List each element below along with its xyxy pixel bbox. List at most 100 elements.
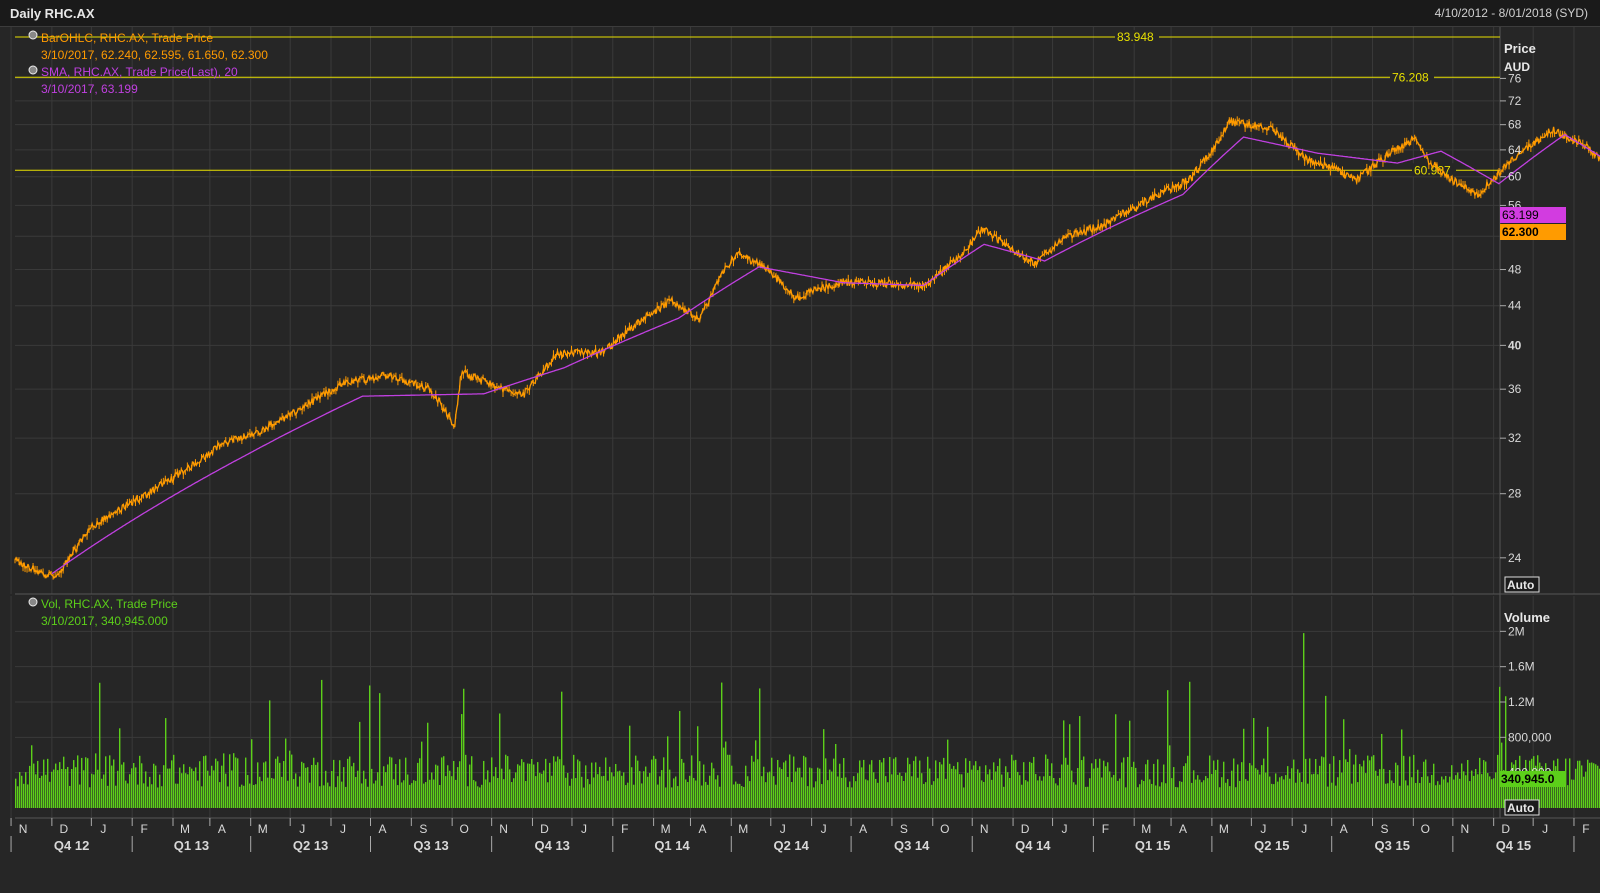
volume-bar (1177, 787, 1179, 808)
volume-bar (1053, 777, 1055, 808)
volume-auto-button[interactable]: Auto (1504, 799, 1540, 816)
volume-bar (1373, 755, 1375, 808)
volume-bar (1215, 769, 1217, 808)
volume-bar (339, 760, 341, 808)
volume-bar (1115, 714, 1117, 808)
volume-bar (1465, 775, 1467, 808)
volume-bar (1573, 779, 1575, 808)
volume-bar (425, 782, 427, 808)
volume-bar (823, 729, 825, 808)
volume-bar (1585, 771, 1587, 808)
volume-legend[interactable]: Vol, RHC.AX, Trade Price 3/10/2017, 340,… (28, 597, 178, 628)
price-auto-label[interactable]: Auto (1507, 578, 1534, 592)
volume-bar (17, 786, 19, 808)
volume-bar (831, 771, 833, 808)
volume-bar (497, 777, 499, 808)
volume-bar (27, 784, 29, 808)
volume-bar (413, 780, 415, 808)
volume-bar (503, 779, 505, 808)
volume-bar (901, 775, 903, 808)
volume-bar (429, 779, 431, 808)
volume-bar (713, 768, 715, 808)
volume-bar (1223, 761, 1225, 808)
volume-bar (1527, 785, 1529, 808)
volume-bar (957, 762, 959, 808)
price-legend[interactable]: BarOHLC, RHC.AX, Trade Price 3/10/2017, … (28, 30, 268, 96)
volume-bar (1109, 771, 1111, 808)
volume-bar (205, 755, 207, 808)
volume-bar (323, 785, 325, 808)
volume-bar (501, 768, 503, 808)
volume-bar (803, 755, 805, 808)
volume-bar (907, 757, 909, 808)
volume-bar (961, 774, 963, 808)
x-tick-month: F (1102, 822, 1109, 836)
volume-bar (1341, 772, 1343, 808)
volume-bar (1181, 781, 1183, 808)
volume-bar (711, 762, 713, 808)
volume-bar (479, 787, 481, 808)
volume-bar (387, 764, 389, 808)
circle-dot-icon[interactable] (28, 65, 38, 75)
price-auto-button-box[interactable] (1504, 576, 1540, 593)
volume-bar (1209, 755, 1211, 808)
volume-bar (1097, 767, 1099, 808)
volume-auto-label[interactable]: Auto (1507, 801, 1534, 815)
volume-bar (431, 772, 433, 808)
x-tick-month: N (499, 822, 508, 836)
volume-bar (529, 763, 531, 808)
volume-bar (1461, 763, 1463, 808)
circle-dot-icon[interactable] (28, 597, 38, 607)
volume-bar (359, 721, 361, 808)
date-range[interactable]: 4/10/2012 - 8/01/2018 (SYD) (1434, 6, 1588, 20)
x-tick-quarter: Q2 14 (773, 838, 809, 853)
volume-bar (1291, 768, 1293, 808)
volume-bar (1155, 785, 1157, 808)
volume-bar (85, 757, 87, 808)
volume-bar (1225, 782, 1227, 808)
price-auto-button[interactable]: Auto (1504, 576, 1540, 593)
volume-bar (1043, 776, 1045, 808)
volume-bar (693, 777, 695, 808)
price-tick-label: 28 (1508, 487, 1522, 501)
volume-bar (679, 710, 681, 808)
volume-bar (829, 769, 831, 808)
volume-bar (573, 754, 575, 808)
volume-bar (1413, 754, 1415, 808)
volume-bar (1059, 777, 1061, 808)
volume-bar (703, 764, 705, 808)
volume-bar (399, 759, 401, 808)
volume-bar (641, 783, 643, 808)
volume-bar (35, 774, 37, 808)
volume-bar (309, 782, 311, 808)
volume-bar (839, 763, 841, 808)
volume-value-badge-bg (1500, 771, 1566, 787)
volume-bar (1499, 686, 1501, 808)
volume-bar (847, 787, 849, 808)
x-tick-month: D (1501, 822, 1510, 836)
volume-bar (1479, 757, 1481, 808)
volume-bar (269, 700, 271, 808)
volume-bar (1135, 767, 1137, 808)
volume-bar (109, 755, 111, 808)
x-tick-month: M (738, 822, 748, 836)
volume-bar (1425, 759, 1427, 808)
volume-bar (263, 762, 265, 808)
x-tick-month: S (1381, 822, 1389, 836)
circle-dot-icon[interactable] (28, 30, 38, 40)
volume-bar (55, 763, 57, 808)
volume-bar (265, 761, 267, 808)
volume-bar (561, 691, 563, 808)
volume-bar (721, 682, 723, 808)
x-tick-month: M (661, 822, 671, 836)
volume-bar (595, 762, 597, 808)
volume-bar (1279, 777, 1281, 808)
volume-bar (1395, 762, 1397, 808)
volume-bar (1153, 763, 1155, 808)
volume-bar (1251, 765, 1253, 808)
volume-bar (947, 739, 949, 808)
volume-bar (1255, 768, 1257, 808)
sma-value-badge: 63.199 (1502, 208, 1539, 222)
volume-auto-button-box[interactable] (1504, 799, 1540, 816)
